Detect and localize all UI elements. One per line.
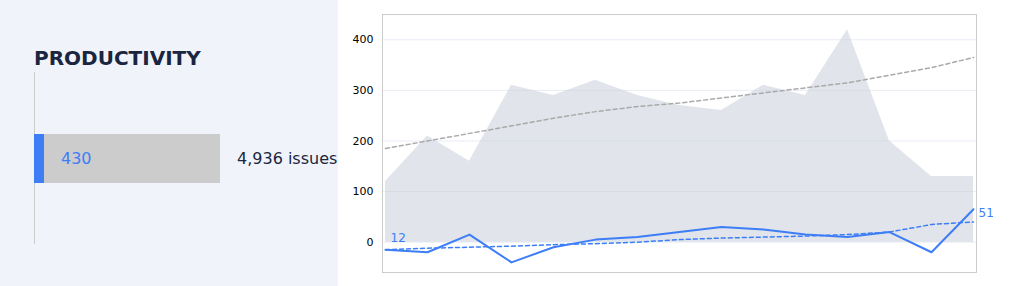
svg-text:0: 0 (367, 236, 374, 249)
svg-text:200: 200 (353, 134, 374, 147)
html-text:4,936 issues: 4,936 issues (237, 149, 338, 168)
svg-text:12: 12 (391, 231, 406, 245)
svg-text:300: 300 (353, 84, 374, 97)
svg-text:400: 400 (353, 33, 374, 46)
html-text:PRODUCTIVITY: PRODUCTIVITY (34, 46, 201, 70)
html-text:430: 430 (61, 149, 92, 168)
svg-text:51: 51 (979, 206, 994, 220)
svg-text:100: 100 (353, 185, 374, 198)
